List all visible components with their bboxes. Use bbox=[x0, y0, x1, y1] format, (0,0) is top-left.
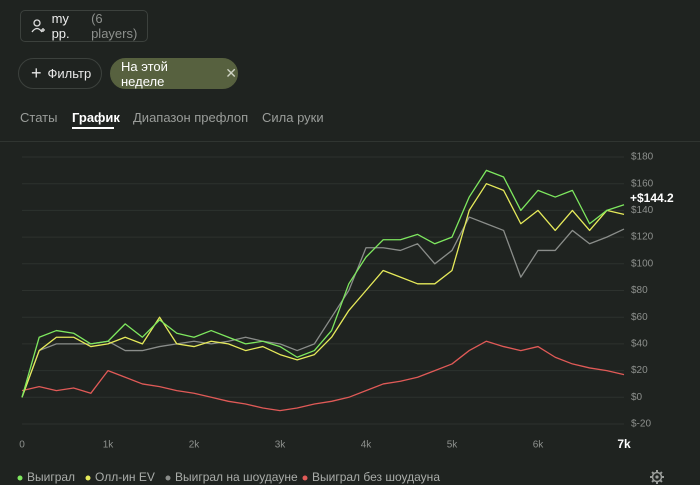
y-tick-label: $0 bbox=[631, 392, 643, 403]
series-line bbox=[21, 340, 625, 412]
legend-dot bbox=[17, 475, 23, 481]
tab-underline bbox=[72, 127, 114, 129]
end-annotation: +$144.2 bbox=[630, 191, 674, 205]
x-tick-label: 3k bbox=[275, 440, 287, 451]
legend-dot bbox=[165, 475, 171, 481]
y-tick-label: $60 bbox=[631, 312, 648, 323]
plus-icon: + bbox=[31, 63, 42, 83]
y-tick-label: $-20 bbox=[631, 419, 651, 430]
settings-icon[interactable] bbox=[650, 470, 664, 484]
x-tick-label: 2k bbox=[189, 440, 201, 451]
player-count: (6 players) bbox=[91, 11, 138, 41]
period-chip[interactable]: На этой неделе ✕ bbox=[110, 58, 238, 89]
legend-label: Выиграл на шоудауне bbox=[175, 470, 298, 484]
y-tick-label: $160 bbox=[631, 178, 654, 189]
y-tick-label: $120 bbox=[631, 232, 654, 243]
tab[interactable]: Сила руки bbox=[262, 110, 324, 125]
x-tick-label: 0 bbox=[19, 440, 25, 451]
x-tick-label: 7k bbox=[617, 437, 631, 451]
y-tick-label: $100 bbox=[631, 258, 654, 269]
legend-dot bbox=[85, 475, 91, 481]
series-line bbox=[21, 183, 625, 398]
tab[interactable]: Диапазон префлоп bbox=[133, 110, 249, 125]
legend-label: Выиграл bbox=[27, 470, 75, 484]
y-tick-label: $180 bbox=[631, 152, 654, 163]
tab[interactable]: График bbox=[72, 110, 120, 125]
separator bbox=[0, 141, 700, 142]
x-tick-label: 5k bbox=[447, 440, 459, 451]
legend-label: Выиграл без шоудауна bbox=[312, 470, 440, 484]
legend-label: Олл-ин EV bbox=[95, 470, 155, 484]
series-line bbox=[21, 169, 625, 398]
tab[interactable]: Статы bbox=[20, 110, 58, 125]
filter-label: Фильтр bbox=[47, 66, 92, 81]
period-label: На этой неделе bbox=[121, 58, 168, 89]
filter-button[interactable]: + Фильтр bbox=[18, 58, 102, 89]
close-icon[interactable]: ✕ bbox=[225, 65, 237, 81]
x-tick-label: 4k bbox=[361, 440, 373, 451]
chart: $-20 $0 $20 $40 $60 $80 $100 $120 $140 $160 $180 0 1… bbox=[17, 152, 674, 484]
y-tick-label: $140 bbox=[631, 205, 654, 216]
player-name: my pp. bbox=[51, 11, 70, 41]
series-line bbox=[21, 216, 625, 398]
y-tick-label: $80 bbox=[631, 285, 648, 296]
user-icon bbox=[31, 19, 45, 33]
y-tick-label: $40 bbox=[631, 339, 648, 350]
legend-dot bbox=[302, 475, 308, 481]
x-tick-label: 6k bbox=[533, 440, 545, 451]
y-tick-label: $20 bbox=[631, 365, 648, 376]
x-tick-label: 1k bbox=[103, 440, 115, 451]
player-button[interactable]: my pp. (6 players) bbox=[20, 10, 148, 42]
